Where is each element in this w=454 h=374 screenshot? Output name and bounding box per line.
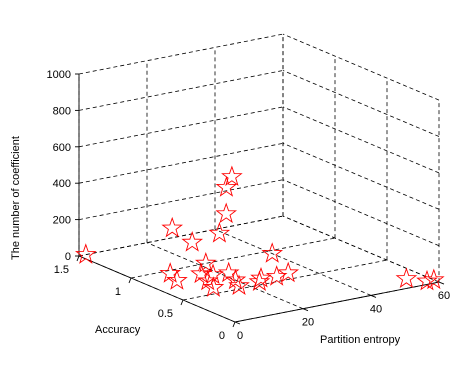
x-tick-mark xyxy=(234,321,241,325)
z-tick-label: 1000 xyxy=(47,69,71,81)
floor-gridline xyxy=(146,242,304,310)
data-point-star xyxy=(159,262,182,283)
axis-layer xyxy=(75,73,445,328)
x-axis-line xyxy=(234,281,440,323)
y-tick-label: 1 xyxy=(115,286,121,298)
right-wall-gridline xyxy=(282,215,440,283)
y-tick-mark xyxy=(180,299,184,306)
x-tick-mark xyxy=(438,281,445,285)
z-tick-label: 200 xyxy=(53,215,71,227)
x-tick-mark xyxy=(302,308,309,312)
right-wall-gridline xyxy=(282,142,440,210)
y-tick-mark xyxy=(76,255,80,262)
y-axis-line xyxy=(78,255,236,323)
y-tick-mark xyxy=(232,321,236,328)
right-wall-gridline xyxy=(282,70,440,137)
data-point-star xyxy=(215,202,238,224)
data-point-star xyxy=(224,268,247,290)
x-tick-label: 60 xyxy=(438,290,450,302)
data-point-star xyxy=(161,216,184,238)
right-wall-gridline xyxy=(282,106,440,174)
data-markers xyxy=(74,165,445,297)
floor-gridline xyxy=(214,229,372,296)
z-tick-label: 600 xyxy=(53,142,71,154)
x-tick-label: 40 xyxy=(370,303,382,315)
back-wall-gridline xyxy=(78,106,284,148)
back-wall-gridline xyxy=(78,33,284,75)
y-tick-mark xyxy=(128,277,132,284)
x-axis-label: Partition entropy xyxy=(320,334,401,346)
right-wall-gridline xyxy=(282,33,440,101)
data-point-star xyxy=(190,262,212,284)
data-point-star xyxy=(395,267,418,289)
data-point-star xyxy=(261,242,284,263)
data-point-star xyxy=(208,222,231,243)
back-wall-gridline xyxy=(78,179,284,220)
right-wall-gridline xyxy=(282,179,440,247)
y-axis-label: Accuracy xyxy=(95,324,141,336)
data-point-star xyxy=(221,165,243,187)
data-point-star xyxy=(228,274,250,296)
y-tick-label: 0.5 xyxy=(158,308,173,320)
data-point-star xyxy=(202,276,225,297)
z-tick-label: 400 xyxy=(53,178,71,190)
back-wall-gridline xyxy=(78,142,284,184)
floor-gridline xyxy=(130,237,336,279)
data-point-star xyxy=(250,266,272,288)
z-axis-label: The number of coefficient xyxy=(10,136,22,260)
data-point-star xyxy=(248,270,271,292)
x-tick-label: 0 xyxy=(237,330,243,342)
data-point-star xyxy=(215,176,238,197)
back-wall-gridline xyxy=(78,70,284,111)
y-tick-label: 1.5 xyxy=(54,264,69,276)
z-tick-label: 0 xyxy=(65,251,71,263)
data-point-star xyxy=(416,269,438,291)
data-point-star xyxy=(277,261,300,283)
data-point-star xyxy=(422,268,445,290)
x-tick-mark xyxy=(370,294,377,298)
data-point-star xyxy=(265,265,288,286)
data-point-star xyxy=(217,261,240,283)
data-point-star xyxy=(166,269,188,290)
x-tick-label: 20 xyxy=(302,317,314,329)
data-point-star xyxy=(74,243,97,264)
y-tick-label: 0 xyxy=(219,330,225,342)
z-tick-label: 800 xyxy=(53,105,71,117)
back-wall-gridline xyxy=(78,215,284,257)
data-point-star xyxy=(194,251,217,273)
data-point-star xyxy=(181,230,204,252)
data-point-star xyxy=(202,263,224,285)
